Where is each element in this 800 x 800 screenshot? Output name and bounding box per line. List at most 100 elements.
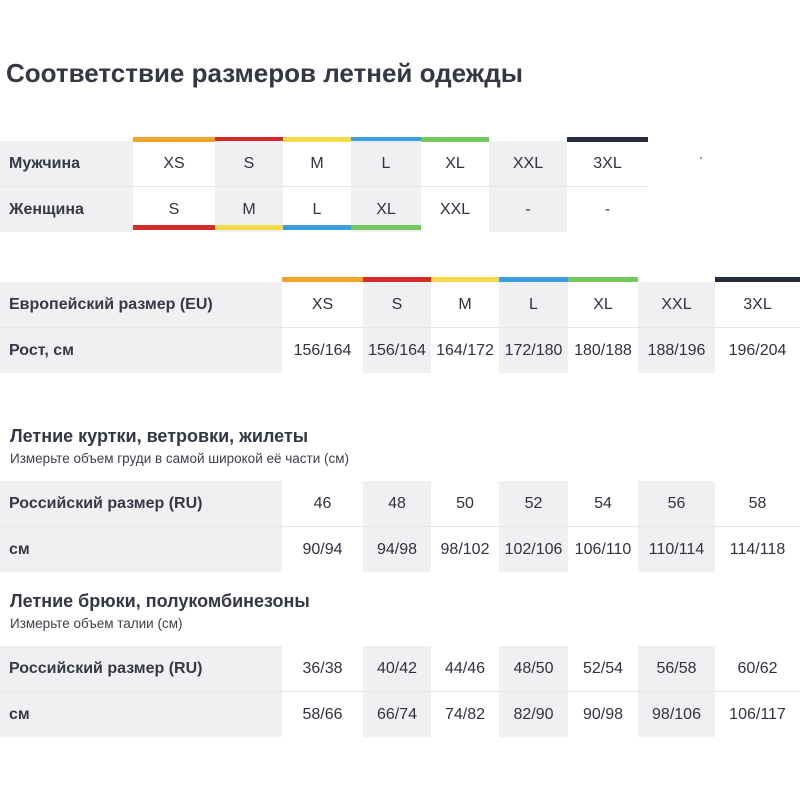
pants-cm: 90/98 xyxy=(582,705,624,723)
pants-cm-label: см xyxy=(0,692,282,737)
eu-height: 196/204 xyxy=(728,341,787,359)
pants-cm: 82/90 xyxy=(499,692,568,737)
eu-height: 156/164 xyxy=(363,328,431,373)
eu-size: XS xyxy=(311,295,334,313)
eu-height: 164/172 xyxy=(436,341,494,359)
pants-subheading: Измерьте объем талии (см) xyxy=(10,616,183,631)
pants-size-label: Российский размер (RU) xyxy=(0,646,282,691)
eu-size: M xyxy=(458,295,472,313)
eu-height-row: Рост, см 156/164 156/164 164/172 172/180… xyxy=(0,328,800,373)
color-bar-xl xyxy=(568,277,638,282)
eu-size-table: Европейский размер (EU) XS S M L XL XXL … xyxy=(0,277,800,373)
color-bar-m xyxy=(431,277,499,282)
eu-size: XXL xyxy=(638,282,715,327)
jackets-size: 50 xyxy=(456,494,474,512)
jackets-cm: 114/118 xyxy=(729,540,786,558)
eu-height: 156/164 xyxy=(293,341,352,359)
women-color-bars xyxy=(0,225,650,230)
color-bar-xs xyxy=(133,137,215,142)
jackets-cm: 98/102 xyxy=(440,540,490,558)
color-bar-3xl xyxy=(715,277,800,282)
jackets-size: 56 xyxy=(638,481,715,526)
pants-cm: 58/66 xyxy=(302,705,343,723)
men-size: L xyxy=(351,141,421,186)
pants-cm-row: см 58/66 66/74 74/82 82/90 90/98 98/106 … xyxy=(0,692,800,737)
jackets-cm: 106/110 xyxy=(574,540,632,558)
eu-color-bars xyxy=(0,277,800,282)
eu-size: XL xyxy=(593,295,613,313)
men-size: XS xyxy=(163,154,185,172)
color-bar-xl xyxy=(421,137,489,142)
color-bar-3xl xyxy=(567,137,648,142)
women-size: S xyxy=(168,200,180,218)
men-size: XL xyxy=(445,154,465,172)
jackets-size-label: Российский размер (RU) xyxy=(0,481,282,526)
eu-height: 180/188 xyxy=(574,341,632,359)
jackets-subheading: Измерьте объем груди в самой широкой её … xyxy=(10,451,350,466)
color-bar-s xyxy=(363,277,431,282)
jackets-size: 52 xyxy=(499,481,568,526)
eu-height: 188/196 xyxy=(638,328,715,373)
jackets-cm: 110/114 xyxy=(638,527,715,572)
eu-height-label: Рост, см xyxy=(0,328,282,373)
pants-cm: 98/106 xyxy=(638,692,715,737)
women-size: M xyxy=(215,187,283,232)
color-bar-l xyxy=(351,137,421,142)
pants-size: 48/50 xyxy=(499,646,568,691)
pants-size-table: Российский размер (RU) 36/38 40/42 44/46… xyxy=(0,646,800,738)
jackets-size-row: Российский размер (RU) 46 48 50 52 54 56… xyxy=(0,481,800,527)
jackets-heading: Летние куртки, ветровки, жилеты xyxy=(10,426,309,446)
men-size: XXL xyxy=(489,141,567,186)
men-size: S xyxy=(215,141,283,186)
eu-size-label: Европейский размер (EU) xyxy=(0,282,282,327)
gender-size-table: Мужчина XS S M L XL XXL 3XL Женщина S M … xyxy=(0,137,650,232)
pants-cm: 106/117 xyxy=(729,705,786,723)
pants-cm: 74/82 xyxy=(444,705,486,723)
color-bar-s xyxy=(133,225,215,230)
eu-size: L xyxy=(499,282,568,327)
pants-size: 52/54 xyxy=(582,659,624,677)
pants-size: 36/38 xyxy=(302,659,343,677)
jackets-cm: 102/106 xyxy=(499,527,568,572)
women-size: - xyxy=(604,200,611,218)
eu-size: S xyxy=(363,282,431,327)
color-bar-xl xyxy=(351,225,421,230)
women-size: L xyxy=(312,200,322,218)
page-title: Соответствие размеров летней одежды xyxy=(6,58,523,88)
pants-heading: Летние брюки, полукомбинезоны xyxy=(10,591,310,611)
jackets-cm: 90/94 xyxy=(302,540,343,558)
pants-cm: 66/74 xyxy=(363,692,431,737)
women-label: Женщина xyxy=(0,187,133,232)
men-row: Мужчина XS S M L XL XXL 3XL xyxy=(0,141,648,187)
women-size: XXL xyxy=(439,200,471,218)
jackets-size: 48 xyxy=(363,481,431,526)
pants-size-row: Российский размер (RU) 36/38 40/42 44/46… xyxy=(0,646,800,692)
jackets-cm-row: см 90/94 94/98 98/102 102/106 106/110 11… xyxy=(0,527,800,572)
men-size: 3XL xyxy=(593,154,622,172)
jackets-cm-label: см xyxy=(0,527,282,572)
men-size: M xyxy=(310,154,324,172)
color-bar-l xyxy=(499,277,568,282)
jackets-cm: 94/98 xyxy=(363,527,431,572)
men-color-bars xyxy=(0,137,650,142)
color-bar-m xyxy=(283,137,351,142)
women-size: - xyxy=(489,187,567,232)
color-bar-xs xyxy=(282,277,363,282)
women-size: XL xyxy=(351,187,421,232)
pants-size: 60/62 xyxy=(737,659,778,677)
stray-dot xyxy=(700,157,702,159)
women-row: Женщина S M L XL XXL - - xyxy=(0,187,648,232)
eu-size: 3XL xyxy=(743,295,772,313)
men-label: Мужчина xyxy=(0,141,133,186)
eu-height: 172/180 xyxy=(499,328,568,373)
jackets-size: 54 xyxy=(594,494,612,512)
color-bar-m xyxy=(215,225,283,230)
eu-size-row: Европейский размер (EU) XS S M L XL XXL … xyxy=(0,282,800,328)
color-bar-s xyxy=(215,137,283,142)
pants-size: 40/42 xyxy=(363,646,431,691)
jackets-size: 58 xyxy=(748,494,767,512)
color-bar-l xyxy=(283,225,351,230)
jackets-size-table: Российский размер (RU) 46 48 50 52 54 56… xyxy=(0,481,800,573)
jackets-size: 46 xyxy=(313,494,332,512)
pants-size: 44/46 xyxy=(444,659,486,677)
